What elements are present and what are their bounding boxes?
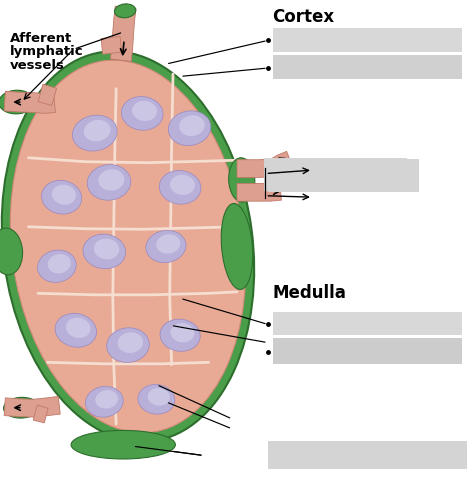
Polygon shape xyxy=(110,6,136,61)
Ellipse shape xyxy=(171,323,194,343)
Ellipse shape xyxy=(115,4,136,18)
Ellipse shape xyxy=(170,175,195,195)
Ellipse shape xyxy=(94,239,119,259)
Ellipse shape xyxy=(2,51,254,442)
Ellipse shape xyxy=(10,60,246,433)
Ellipse shape xyxy=(73,115,117,151)
FancyBboxPatch shape xyxy=(273,312,462,335)
Ellipse shape xyxy=(228,158,255,202)
Ellipse shape xyxy=(156,234,180,254)
Text: lymphatic: lymphatic xyxy=(9,45,83,58)
Polygon shape xyxy=(267,151,292,174)
FancyBboxPatch shape xyxy=(273,338,462,364)
Ellipse shape xyxy=(221,204,253,289)
FancyBboxPatch shape xyxy=(273,55,462,79)
Polygon shape xyxy=(4,396,60,417)
FancyBboxPatch shape xyxy=(264,158,407,191)
Ellipse shape xyxy=(87,165,131,200)
Polygon shape xyxy=(101,36,122,54)
Ellipse shape xyxy=(71,430,175,459)
Ellipse shape xyxy=(168,111,211,145)
FancyBboxPatch shape xyxy=(268,159,419,192)
Ellipse shape xyxy=(66,317,91,338)
Polygon shape xyxy=(237,182,282,201)
Text: vessels: vessels xyxy=(9,59,64,72)
Ellipse shape xyxy=(83,234,126,269)
Ellipse shape xyxy=(132,101,157,121)
Ellipse shape xyxy=(121,97,163,130)
Ellipse shape xyxy=(42,180,82,214)
Ellipse shape xyxy=(95,390,118,409)
Ellipse shape xyxy=(179,115,205,136)
Ellipse shape xyxy=(55,314,97,347)
Ellipse shape xyxy=(37,250,76,282)
Polygon shape xyxy=(38,84,56,106)
Polygon shape xyxy=(4,91,55,113)
Polygon shape xyxy=(33,405,48,423)
Ellipse shape xyxy=(148,388,170,406)
Ellipse shape xyxy=(48,254,71,274)
Text: Medulla: Medulla xyxy=(273,284,346,302)
Ellipse shape xyxy=(52,184,76,205)
Text: Afferent: Afferent xyxy=(9,32,72,45)
Polygon shape xyxy=(237,157,281,177)
Ellipse shape xyxy=(159,171,201,204)
Ellipse shape xyxy=(118,332,143,353)
FancyBboxPatch shape xyxy=(268,441,467,469)
Text: Cortex: Cortex xyxy=(273,8,335,26)
Ellipse shape xyxy=(85,387,123,417)
Ellipse shape xyxy=(98,169,125,191)
Ellipse shape xyxy=(146,230,186,263)
FancyBboxPatch shape xyxy=(273,28,462,52)
Ellipse shape xyxy=(107,328,149,362)
Ellipse shape xyxy=(84,120,110,141)
Ellipse shape xyxy=(4,397,39,418)
Ellipse shape xyxy=(0,90,34,114)
Ellipse shape xyxy=(0,228,23,275)
Ellipse shape xyxy=(138,385,175,414)
Ellipse shape xyxy=(160,319,200,352)
